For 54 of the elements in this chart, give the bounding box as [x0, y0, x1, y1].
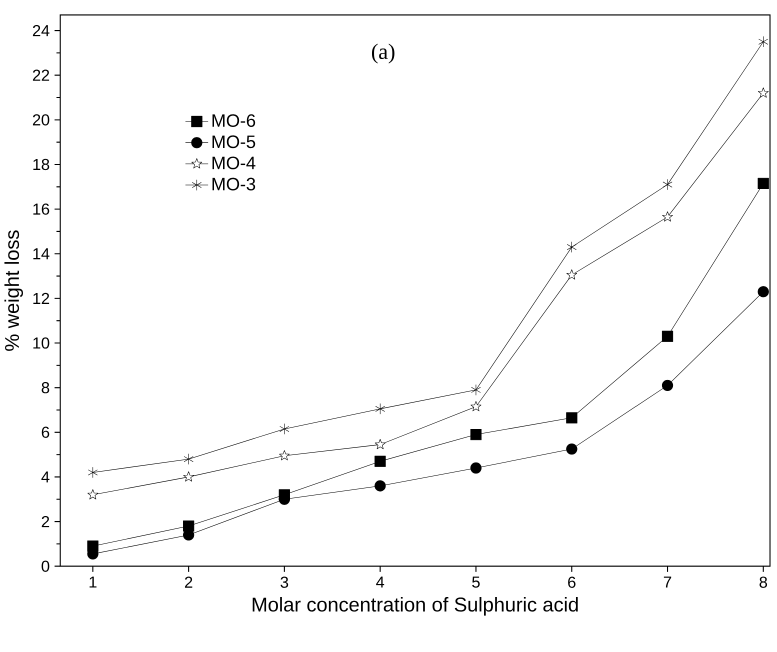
legend-label: MO-4 — [212, 156, 256, 170]
point — [184, 454, 194, 465]
x-tick-label: 3 — [280, 576, 288, 588]
point — [662, 179, 672, 190]
y-tick-label: 20 — [32, 114, 50, 126]
point — [566, 269, 578, 280]
point — [470, 401, 482, 412]
y-tick-label: 12 — [33, 292, 50, 304]
point — [88, 466, 98, 478]
point — [566, 443, 578, 455]
x-tick-label: 8 — [760, 576, 768, 588]
y-tick-label: 8 — [42, 382, 50, 394]
point — [566, 242, 577, 253]
point — [758, 178, 769, 190]
point — [758, 286, 769, 298]
point — [375, 403, 386, 414]
x-tick-label: 4 — [376, 576, 384, 588]
x-tick-label: 7 — [664, 576, 672, 588]
point — [374, 480, 386, 492]
point — [662, 380, 674, 392]
y-tick-label: 18 — [33, 158, 50, 170]
x-tick-label: 1 — [90, 576, 96, 588]
point — [662, 211, 673, 222]
legend-label: MO-5 — [212, 135, 256, 148]
y-tick-label: 22 — [32, 70, 50, 81]
y-tick-label: 14 — [33, 248, 50, 260]
y-tick-label: 24 — [32, 25, 50, 36]
point — [470, 462, 482, 474]
point — [280, 423, 290, 435]
x-tick-label: 5 — [472, 576, 480, 588]
y-tick-label: 4 — [41, 471, 50, 482]
x-tick-label: 2 — [184, 576, 192, 588]
legend-label: MO-6 — [212, 114, 256, 127]
legend-label: MO-3 — [212, 178, 256, 190]
y-tick-label: 2 — [42, 516, 50, 528]
point — [662, 330, 674, 342]
x-tick-label: 6 — [568, 576, 576, 588]
point — [88, 489, 98, 500]
annotation: (a) — [372, 44, 394, 64]
point — [758, 36, 768, 48]
point — [374, 439, 386, 450]
point — [471, 384, 481, 396]
point — [758, 88, 769, 98]
point — [279, 450, 290, 460]
y-tick-label: 6 — [42, 426, 50, 438]
y-axis-title: % weight loss — [4, 230, 24, 351]
point — [183, 471, 194, 482]
y-tick-label: 0 — [42, 560, 50, 572]
point — [374, 456, 386, 467]
y-tick-label: 16 — [33, 204, 50, 215]
x-axis-title: Molar concentration of Sulphuric acid — [252, 597, 578, 616]
point — [566, 412, 578, 424]
y-tick-label: 10 — [33, 337, 50, 349]
point — [470, 428, 482, 440]
